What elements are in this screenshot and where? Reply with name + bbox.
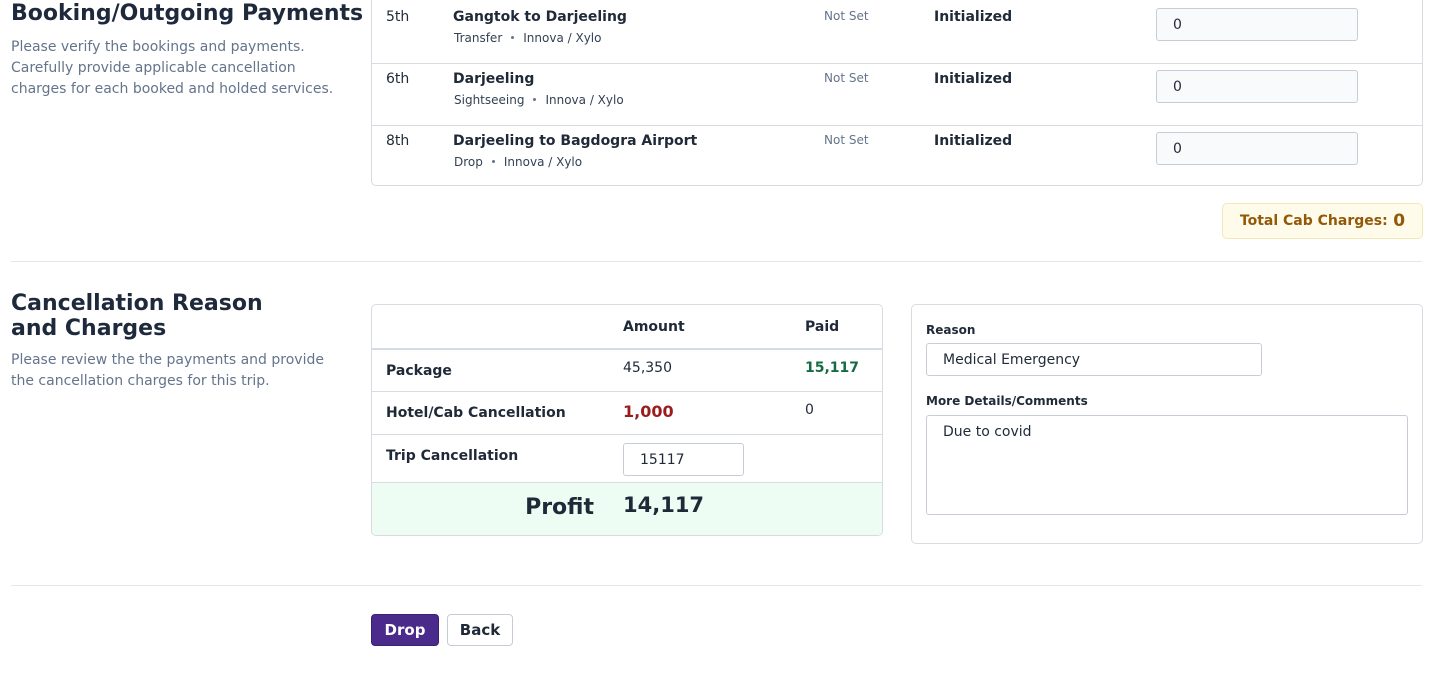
section-title: Booking/Outgoing Payments (11, 1, 364, 26)
day: 5th (386, 9, 410, 25)
divider (11, 585, 1422, 586)
charges-table: Amount Paid Package 45,350 15,117 Hotel/… (371, 304, 883, 536)
service-title: Gangtok to Darjeeling (453, 9, 627, 25)
total-value: 0 (1393, 211, 1406, 231)
column-header: Amount (623, 319, 685, 335)
field-label: More Details/Comments (926, 394, 1088, 408)
service-title: Darjeeling to Bagdogra Airport (453, 133, 698, 149)
amount: 1,000 (623, 402, 674, 421)
booking-row: 8th Darjeeling to Bagdogra Airport Drop Inn… (372, 125, 1422, 187)
section-description: Please review the the payments and provi… (11, 352, 324, 389)
service-title: Darjeeling (453, 71, 535, 87)
table-row: Hotel/Cab Cancellation 1,000 0 (372, 391, 882, 435)
total-label: Total Cab Charges: (1239, 213, 1388, 229)
profit-row: Profit 14,117 (372, 482, 882, 535)
amount: 45,350 (623, 360, 672, 376)
divider (11, 261, 1422, 262)
row-label: Hotel/Cab Cancellation (386, 405, 566, 421)
profit-label: Profit (525, 495, 594, 520)
paid: 15,117 (805, 360, 860, 376)
separator (511, 36, 515, 39)
vehicle: Innova / Xylo (503, 155, 583, 169)
status: Initialized (934, 133, 1013, 149)
bookings-table: 5th Gangtok to Darjeeling Transfer Innova /… (371, 0, 1423, 186)
paid: 0 (805, 402, 814, 418)
column-header: Paid (805, 319, 840, 335)
charge-input[interactable]: 0 (1156, 132, 1358, 165)
status: Initialized (934, 9, 1013, 25)
field-label: Reason (926, 323, 976, 337)
drop-button[interactable]: Drop (371, 614, 439, 646)
service-meta: Drop Innova / Xylo (454, 155, 582, 169)
total-cab-charges: Total Cab Charges: 0 (1222, 203, 1423, 239)
rate: Not Set (824, 133, 869, 147)
back-button[interactable]: Back (447, 614, 513, 646)
profit-value: 14,117 (623, 493, 705, 517)
charge-input[interactable]: 0 (1156, 70, 1358, 103)
booking-row: 5th Gangtok to Darjeeling Transfer Innova /… (372, 1, 1422, 64)
booking-row: 6th Darjeeling Sightseeing Innova / Xylo Not… (372, 63, 1422, 126)
comments-textarea[interactable]: Due to covid (926, 415, 1408, 515)
reason-panel: Reason Medical Emergency More Details/Co… (911, 304, 1423, 544)
table-row: Trip Cancellation 15117 (372, 434, 882, 483)
trip-cancellation-input[interactable]: 15117 (623, 443, 744, 476)
separator (491, 160, 495, 163)
service-type: Sightseeing (454, 93, 525, 107)
table-row: Package 45,350 15,117 (372, 348, 882, 393)
section-title: Cancellation Reason and Charges (11, 291, 263, 341)
service-meta: Transfer Innova / Xylo (454, 31, 601, 45)
day: 8th (386, 133, 410, 149)
vehicle: Innova / Xylo (523, 31, 602, 45)
rate: Not Set (824, 9, 869, 23)
row-label: Package (386, 363, 452, 379)
rate: Not Set (824, 71, 869, 85)
service-meta: Sightseeing Innova / Xylo (454, 93, 624, 107)
service-type: Transfer (454, 31, 503, 45)
service-type: Drop (454, 155, 483, 169)
status: Initialized (934, 71, 1013, 87)
row-label: Trip Cancellation (386, 448, 519, 464)
reason-input[interactable]: Medical Emergency (926, 343, 1262, 376)
charge-input[interactable]: 0 (1156, 8, 1358, 41)
day: 6th (386, 71, 410, 87)
separator (533, 98, 537, 101)
section-description: Please verify the bookings and payments.… (11, 39, 334, 97)
vehicle: Innova / Xylo (545, 93, 624, 107)
